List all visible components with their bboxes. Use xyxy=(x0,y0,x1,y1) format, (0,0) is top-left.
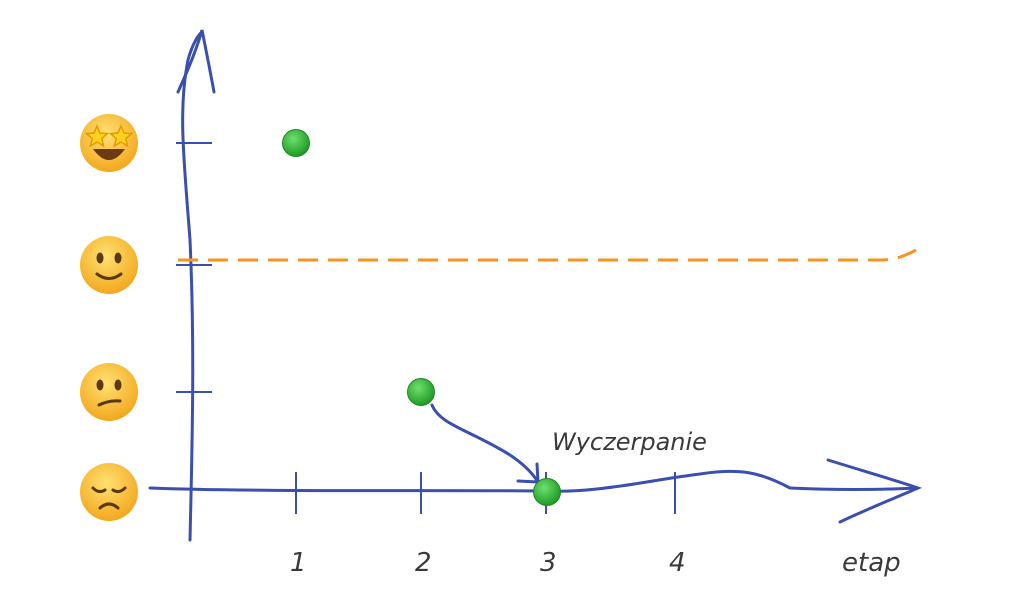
x-tick-label: 1 xyxy=(290,548,307,578)
x-tick-label: 4 xyxy=(669,548,686,578)
x-axis-label: etap xyxy=(842,548,901,578)
data-point xyxy=(533,478,561,506)
annotation-label: Wyczerpanie xyxy=(552,428,707,456)
data-point xyxy=(282,129,310,157)
x-tick-label: 3 xyxy=(540,548,557,578)
slightly-smiling-face-icon xyxy=(80,236,138,294)
reference-line xyxy=(178,248,917,262)
x-tick-label: 2 xyxy=(415,548,432,578)
x-axis xyxy=(148,469,917,493)
data-point xyxy=(407,378,435,406)
disappointed-face-icon xyxy=(80,463,138,521)
y-axis-arrowhead xyxy=(176,29,216,94)
y-axis xyxy=(181,30,204,542)
confused-face-icon xyxy=(80,363,138,421)
x-axis-arrowhead xyxy=(826,458,923,524)
annotation-arrow xyxy=(430,403,540,484)
star-struck-face-icon xyxy=(80,114,138,172)
